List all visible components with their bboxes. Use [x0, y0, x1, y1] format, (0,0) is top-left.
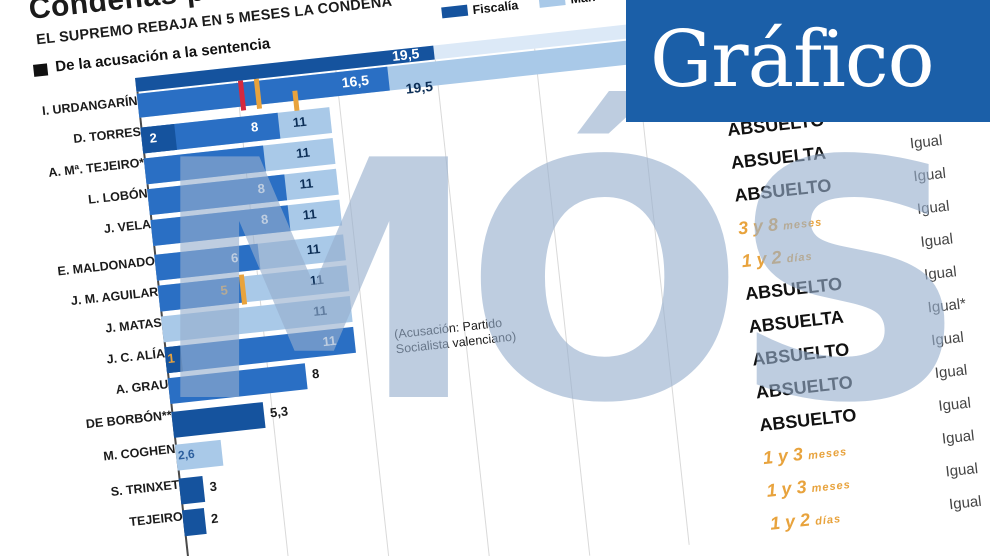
change-cell: Igual: [948, 492, 983, 514]
bar-value-label: 11: [295, 144, 311, 161]
bar-manos-limpias: [171, 402, 266, 438]
category-label-6: J. M. AGUILAR: [70, 284, 159, 309]
category-label-12: S. TRINXET: [110, 477, 180, 499]
category-label-1: D. TORRES: [72, 124, 142, 146]
legend-label: Fiscalía: [471, 0, 520, 18]
bar-value-label: 8: [260, 211, 270, 228]
change-cell: Igual: [909, 131, 944, 153]
sentence-unit: días: [786, 250, 814, 266]
gridline: [434, 59, 491, 556]
bar-value-label: 8: [311, 365, 321, 382]
bar-value-label: 11: [309, 271, 325, 289]
bar-value-label: 19,5: [404, 77, 434, 97]
bar-group-de-borbon: 5,3: [171, 402, 289, 438]
change-cell: Igual: [916, 197, 951, 218]
category-label-9: A. GRAU: [115, 377, 170, 397]
legend-item-0: Fiscalía: [441, 0, 519, 20]
change-cell: Igual: [923, 263, 958, 284]
category-label-13: TEJEIRO: [128, 509, 184, 530]
bar-value-label: 3: [208, 478, 218, 495]
bar-group-coghen: 2,6: [174, 439, 224, 471]
sentence-unit: meses: [811, 478, 852, 496]
bar-value-label: 6: [230, 249, 240, 266]
bar-value-label: 19,5: [391, 45, 421, 65]
bar-group-trinxet: 3: [178, 476, 218, 505]
change-cell: Igual: [941, 427, 976, 448]
bar-value-label: 2,6: [177, 446, 196, 463]
category-label-2: A. Mª. TEJEIRO*: [47, 155, 145, 180]
category-label-11: M. COGHEN: [102, 441, 177, 464]
category-label-0: I. URDANGARÍN: [41, 93, 139, 119]
bar-manos-limpias: [178, 476, 206, 505]
bar-value-label: 11: [298, 175, 314, 192]
change-cell: Igual: [933, 361, 969, 383]
sentence-value: 1 y 2: [769, 509, 812, 534]
bar-value-label: 11: [291, 113, 308, 131]
sentence-value: 3 y 8: [736, 214, 779, 239]
grafico-badge: Gráfico: [626, 0, 990, 122]
category-label-10: DE BORBÓN**: [85, 408, 173, 432]
bar-value-label: 2: [210, 510, 220, 527]
change-cell: Igual*: [926, 295, 967, 317]
change-cell: Igual: [937, 394, 972, 415]
legend-label: Man: [570, 0, 596, 6]
sentence-value: 1 y 2: [740, 247, 783, 272]
category-label-7: J. MATAS: [104, 315, 163, 336]
grafico-badge-label: Gráfico: [650, 15, 935, 105]
legend-swatch-icon: [538, 0, 567, 8]
bar-value-label: 8: [256, 180, 266, 197]
bar-value-label: 11: [301, 206, 318, 223]
bar-value-label: 5,3: [269, 403, 289, 421]
bar-acusacion: [157, 276, 246, 312]
bar-value-label: 8: [250, 118, 260, 135]
legend-swatch-icon: [441, 4, 469, 19]
sentence-unit: meses: [807, 446, 848, 463]
bar-value-label: 11: [312, 302, 328, 320]
bar-fiscalia: [181, 508, 207, 537]
change-cell: Igual: [944, 460, 979, 481]
category-label-4: J. VELA: [103, 217, 152, 237]
bar-group-tejeiro: 2: [181, 508, 219, 537]
legend-item-1: Man: [538, 0, 596, 10]
change-cell: Igual: [930, 328, 965, 350]
sentence-value: 1 y 3: [761, 443, 804, 469]
bar-value-label: 5: [219, 282, 229, 298]
chart-legend: Fiscalía Man 26: [441, 0, 649, 20]
category-label-3: L. LOBÓN: [87, 186, 149, 207]
change-cell: Igual: [912, 164, 947, 186]
bullet-square-icon: [32, 63, 49, 77]
sentence-value: 1 y 3: [765, 476, 808, 501]
bar-value-label: 2: [148, 130, 158, 146]
bar-fiscalia: [140, 124, 178, 154]
sentence-unit: días: [814, 513, 842, 528]
sentence-unit: meses: [782, 216, 823, 233]
bar-value-label: 11: [305, 240, 322, 258]
bar-value-label: 16,5: [340, 71, 370, 91]
category-label-8: J. C. ALÍA: [105, 346, 166, 367]
change-cell: Igual: [919, 230, 954, 251]
gridline: [534, 48, 591, 556]
bar-value-label: 1: [166, 350, 176, 367]
category-label-5: E. MALDONADO: [56, 253, 156, 279]
bar-value-label: 11: [321, 332, 338, 350]
